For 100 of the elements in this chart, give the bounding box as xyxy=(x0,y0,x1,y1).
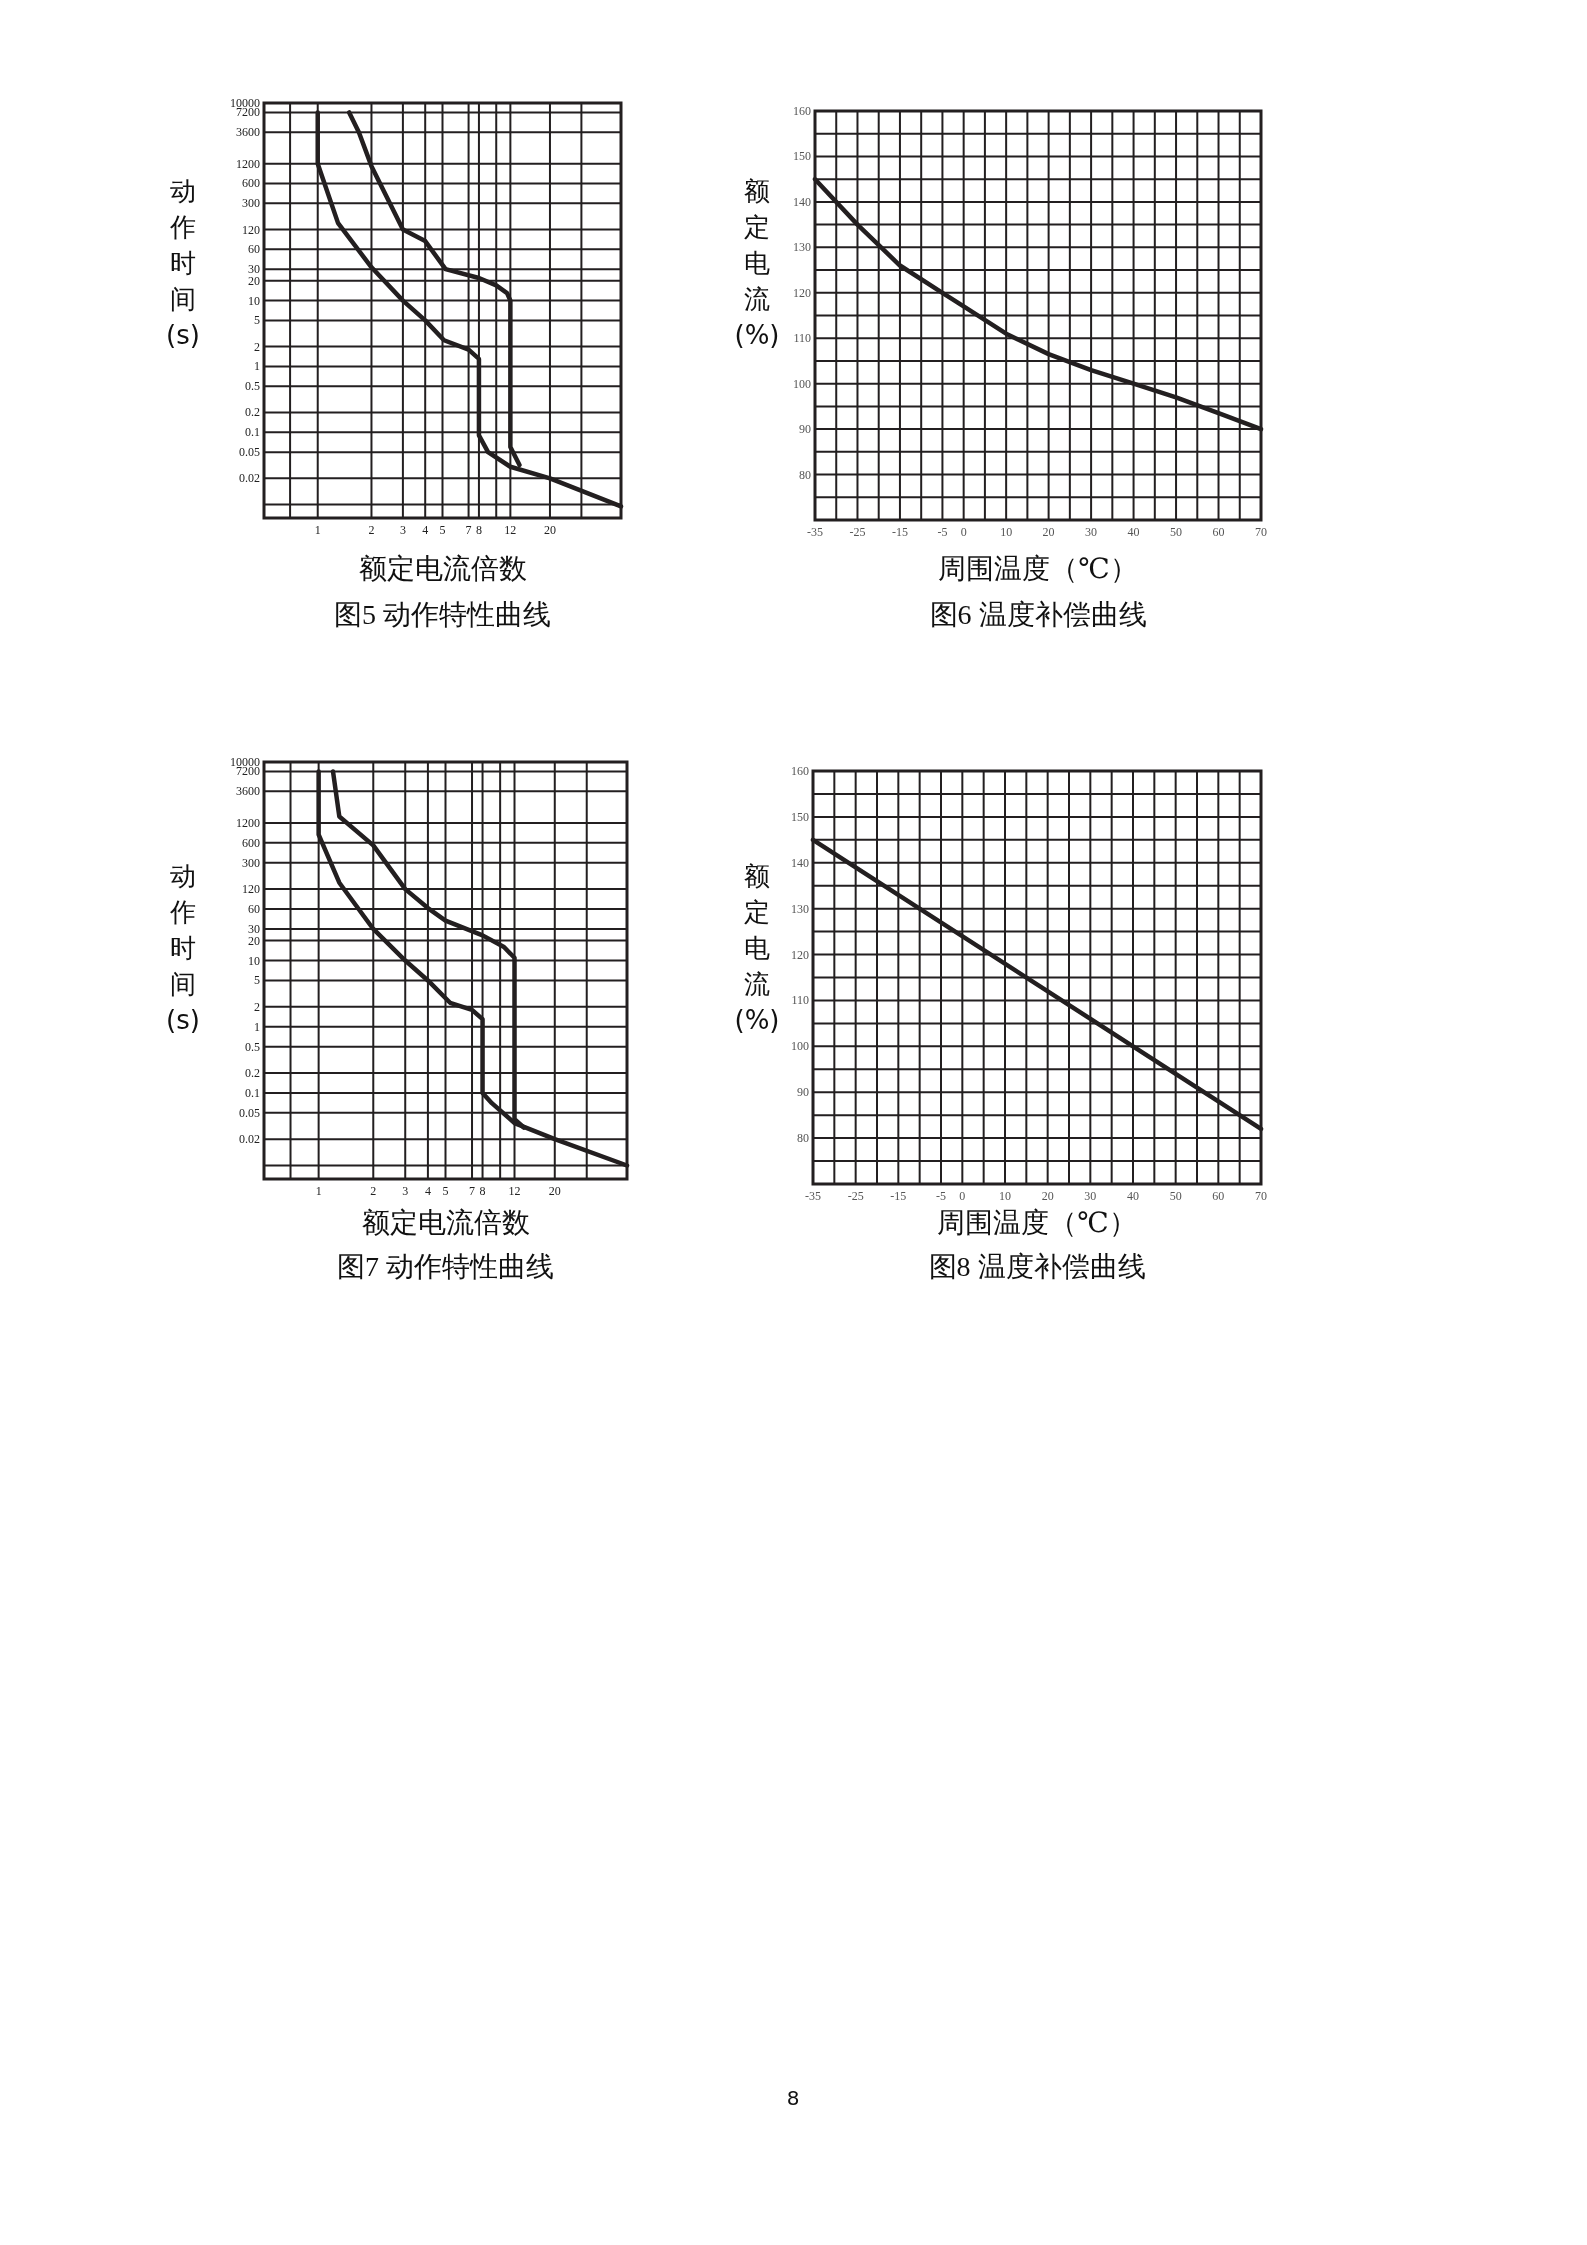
y-tick-label: 60 xyxy=(248,242,260,257)
y-tick-label: 120 xyxy=(242,222,260,237)
x-tick-label: 70 xyxy=(1255,525,1267,539)
text: 图5 动作特性曲线 xyxy=(334,599,551,630)
y-tick-label: 0.05 xyxy=(239,445,260,460)
y-tick-label: 0.02 xyxy=(239,1132,260,1147)
x-tick-label: 5 xyxy=(442,1184,449,1198)
x-tick-label: 4 xyxy=(422,523,429,537)
y-tick-label: 110 xyxy=(793,331,811,346)
x-tick-label: 7 xyxy=(465,523,472,537)
y-tick-label: 1 xyxy=(254,1019,260,1034)
x-tick-label: 70 xyxy=(1255,1189,1267,1203)
y-axis-title: 额定电流(%) xyxy=(734,176,780,350)
y-tick-label: 10000 xyxy=(230,96,260,110)
y-tick-label: 140 xyxy=(791,855,809,870)
x-tick-label: -5 xyxy=(937,525,948,539)
x-tick-label: -25 xyxy=(849,525,866,539)
x-tick-label: 12 xyxy=(508,1184,521,1198)
y-tick-label: 90 xyxy=(799,422,811,437)
y-tick-label: 5 xyxy=(254,313,260,328)
x-tick-label: -35 xyxy=(805,1189,821,1203)
y-tick-label: 80 xyxy=(799,467,811,482)
x-tick-label: 0 xyxy=(959,1189,966,1203)
y-axis-title: 额定电流(%) xyxy=(734,861,780,1035)
y-tick-label: 10 xyxy=(248,293,260,308)
x-tick-label: 8 xyxy=(479,1184,486,1198)
x-tick-label: 4 xyxy=(424,1184,431,1198)
y-tick-label: 120 xyxy=(793,285,811,300)
x-tick-label: -25 xyxy=(847,1189,864,1203)
y-tick-label: 100 xyxy=(793,376,811,391)
text: 图6 温度补偿曲线 xyxy=(929,599,1147,630)
y-tick-label: 10000 xyxy=(230,755,260,769)
y-tick-label: 300 xyxy=(242,196,260,211)
y-tick-label: 10 xyxy=(248,953,260,968)
y-tick-label: 90 xyxy=(797,1085,809,1100)
y-tick-label: 20 xyxy=(248,933,260,948)
y-tick-label: 0.5 xyxy=(245,1039,260,1054)
x-tick-label: 12 xyxy=(504,523,517,537)
x-tick-label: 20 xyxy=(1041,1189,1054,1203)
y-axis-title: 动作时间(s) xyxy=(166,176,200,350)
x-tick-label: 10 xyxy=(1000,525,1013,539)
y-tick-label: 30 xyxy=(248,921,260,936)
y-tick-label: 0.5 xyxy=(245,379,260,394)
y-tick-label: 1 xyxy=(254,359,260,374)
x-tick-label: 20 xyxy=(548,1184,561,1198)
y-tick-label: 0.05 xyxy=(239,1105,260,1120)
y-tick-label: 80 xyxy=(797,1131,809,1146)
y-tick-label: 0.1 xyxy=(245,425,260,440)
y-tick-label: 130 xyxy=(791,901,809,916)
y-tick-label: 100 xyxy=(791,1039,809,1054)
y-tick-label: 120 xyxy=(791,947,809,962)
y-tick-label: 1200 xyxy=(236,815,260,830)
x-tick-label: 40 xyxy=(1127,525,1140,539)
y-tick-label: 110 xyxy=(791,993,809,1008)
y-tick-label: 0.02 xyxy=(239,471,260,486)
x-tick-label: 3 xyxy=(399,523,406,537)
x-tick-label: 3 xyxy=(402,1184,409,1198)
x-tick-label: 20 xyxy=(1042,525,1055,539)
x-tick-label: 8 xyxy=(475,523,482,537)
x-tick-label: 30 xyxy=(1085,525,1098,539)
x-tick-label: -5 xyxy=(936,1189,946,1203)
x-tick-label: 1 xyxy=(314,523,321,537)
y-tick-label: 120 xyxy=(242,882,260,897)
x-tick-label: 2 xyxy=(370,1184,377,1198)
x-tick-label: 60 xyxy=(1212,1189,1225,1203)
x-axis-title: 周围温度（℃） xyxy=(937,1207,1137,1238)
y-tick-label: 0.2 xyxy=(245,1065,260,1080)
x-tick-label: 5 xyxy=(439,523,446,537)
y-tick-label: 140 xyxy=(793,194,811,209)
x-tick-label: -35 xyxy=(807,525,823,539)
x-tick-label: 40 xyxy=(1127,1189,1139,1203)
x-tick-label: 10 xyxy=(999,1189,1011,1203)
x-tick-label: 7 xyxy=(469,1184,476,1198)
text: 8 xyxy=(786,2086,800,2110)
x-tick-label: 2 xyxy=(368,523,375,537)
x-tick-label: 0 xyxy=(960,525,967,539)
x-tick-label: 1 xyxy=(315,1184,322,1198)
text: 图7 动作特性曲线 xyxy=(337,1251,554,1282)
text: 图8 温度补偿曲线 xyxy=(928,1251,1146,1282)
y-tick-label: 600 xyxy=(242,176,260,191)
y-tick-label: 60 xyxy=(248,902,260,917)
x-axis-title: 周围温度（℃） xyxy=(938,553,1138,584)
y-tick-label: 0.1 xyxy=(245,1085,260,1100)
y-tick-label: 5 xyxy=(254,973,260,988)
x-tick-label: 50 xyxy=(1169,1189,1182,1203)
y-tick-label: 3600 xyxy=(236,125,260,140)
x-tick-label: 60 xyxy=(1212,525,1225,539)
x-axis-title: 额定电流倍数 xyxy=(361,1207,530,1238)
x-tick-label: 30 xyxy=(1084,1189,1097,1203)
x-tick-label: -15 xyxy=(890,1189,907,1203)
y-tick-label: 2 xyxy=(254,999,260,1014)
x-tick-label: 20 xyxy=(543,523,556,537)
y-tick-label: 300 xyxy=(242,855,260,870)
y-tick-label: 2 xyxy=(254,339,260,354)
y-axis-title: 动作时间(s) xyxy=(166,861,200,1035)
y-tick-label: 1200 xyxy=(236,156,260,171)
x-tick-label: 50 xyxy=(1170,525,1183,539)
x-axis-title: 额定电流倍数 xyxy=(358,553,527,584)
y-tick-label: 150 xyxy=(791,809,809,824)
y-tick-label: 600 xyxy=(242,835,260,850)
